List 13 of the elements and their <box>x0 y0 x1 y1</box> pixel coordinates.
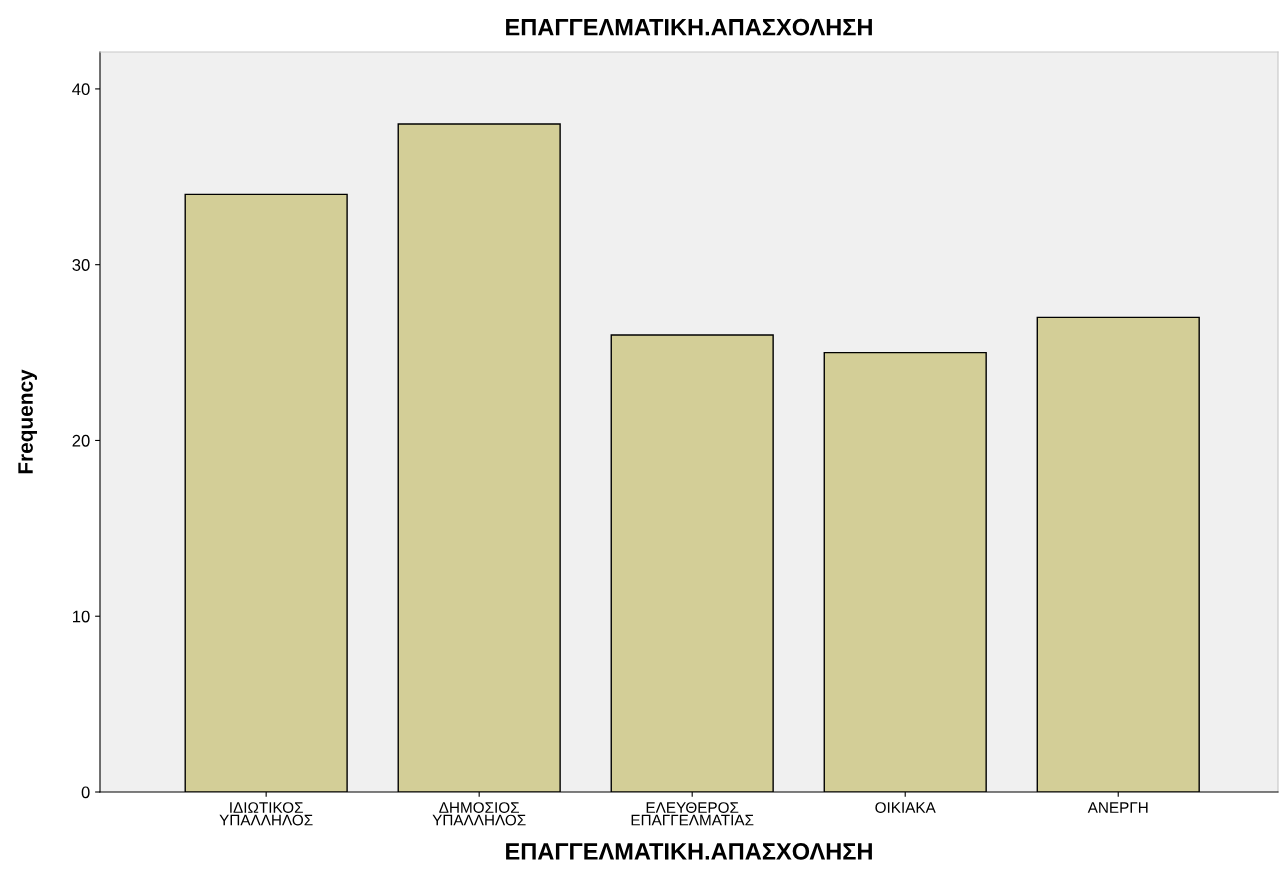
x-tick-label: ΔΗΜΟΣΙΟΣ ΥΠΑΛΛΗΛΟΣ <box>432 802 526 826</box>
x-tick-label: ΙΔΙΩΤΙΚΟΣ ΥΠΑΛΛΗΛΟΣ <box>219 802 313 826</box>
x-axis-title: ΕΠΑΓΓΕΛΜΑΤΙΚΗ.ΑΠΑΣΧΟΛΗΣΗ <box>506 843 872 860</box>
x-tick-label: ΕΛΕΥΘΕΡΟΣ ΕΠΑΓΓΕΛΜΑΤΙΑΣ <box>631 802 754 826</box>
y-tick-label: 30 <box>72 259 90 271</box>
x-tick-label: ΟΙΚΙΑΚΑ <box>875 802 936 813</box>
chart-title: ΕΠΑΓΓΕΛΜΑΤΙΚΗ.ΑΠΑΣΧΟΛΗΣΗ <box>506 18 872 36</box>
y-tick-label: 0 <box>81 786 90 799</box>
y-tick-label: 40 <box>72 83 90 96</box>
y-axis-title: Frequency <box>18 369 38 474</box>
y-tick-label: 10 <box>73 610 90 623</box>
x-tick-label: ΑΝΕΡΓΗ <box>1087 802 1148 813</box>
y-tick-label: 20 <box>72 434 90 447</box>
